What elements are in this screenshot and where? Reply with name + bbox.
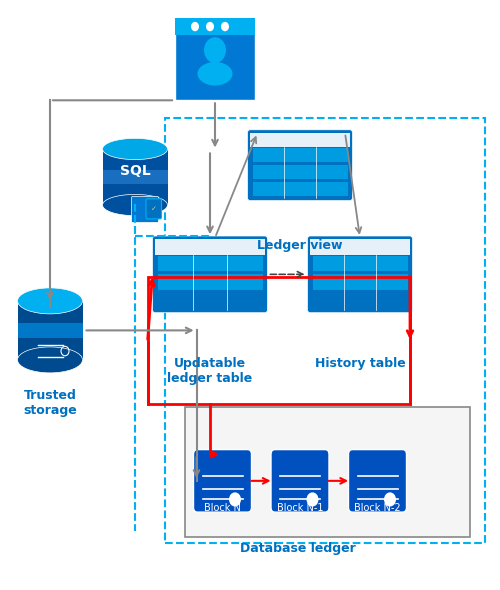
Circle shape <box>306 492 318 506</box>
FancyBboxPatch shape <box>132 196 158 222</box>
Bar <box>155 239 265 254</box>
Text: Database ledger: Database ledger <box>240 542 356 555</box>
Ellipse shape <box>102 139 168 160</box>
Ellipse shape <box>18 288 82 314</box>
FancyBboxPatch shape <box>175 18 255 100</box>
Circle shape <box>229 492 241 506</box>
Bar <box>310 239 410 254</box>
Text: History table: History table <box>314 357 406 370</box>
FancyBboxPatch shape <box>348 450 406 512</box>
Text: Updatable
ledger table: Updatable ledger table <box>168 357 252 385</box>
Bar <box>252 165 348 179</box>
FancyBboxPatch shape <box>102 170 168 184</box>
Circle shape <box>204 37 226 63</box>
FancyBboxPatch shape <box>271 450 329 512</box>
Bar <box>158 274 262 290</box>
Text: Block N: Block N <box>204 503 241 513</box>
Bar <box>252 182 348 196</box>
FancyBboxPatch shape <box>18 301 82 360</box>
FancyBboxPatch shape <box>248 130 352 201</box>
Text: ✓: ✓ <box>150 206 156 212</box>
Text: SQL: SQL <box>120 164 150 178</box>
Text: Ledger view: Ledger view <box>257 239 343 252</box>
Text: Block N-1: Block N-1 <box>277 503 323 513</box>
Circle shape <box>384 492 396 506</box>
Text: Trusted
storage: Trusted storage <box>23 389 77 417</box>
Bar <box>250 133 350 147</box>
Text: Block N-2: Block N-2 <box>354 503 401 513</box>
Bar <box>252 148 348 162</box>
Circle shape <box>191 22 199 31</box>
FancyBboxPatch shape <box>146 199 162 219</box>
Ellipse shape <box>198 62 232 86</box>
Bar <box>158 255 262 271</box>
FancyBboxPatch shape <box>185 407 470 537</box>
Circle shape <box>206 22 214 31</box>
Bar <box>312 274 408 290</box>
FancyBboxPatch shape <box>194 450 252 512</box>
Bar <box>175 18 255 35</box>
Circle shape <box>221 22 229 31</box>
Ellipse shape <box>18 347 82 373</box>
FancyBboxPatch shape <box>152 236 268 313</box>
FancyBboxPatch shape <box>18 323 82 337</box>
Ellipse shape <box>102 195 168 216</box>
FancyBboxPatch shape <box>308 236 412 313</box>
Bar <box>312 255 408 271</box>
FancyBboxPatch shape <box>102 149 168 205</box>
